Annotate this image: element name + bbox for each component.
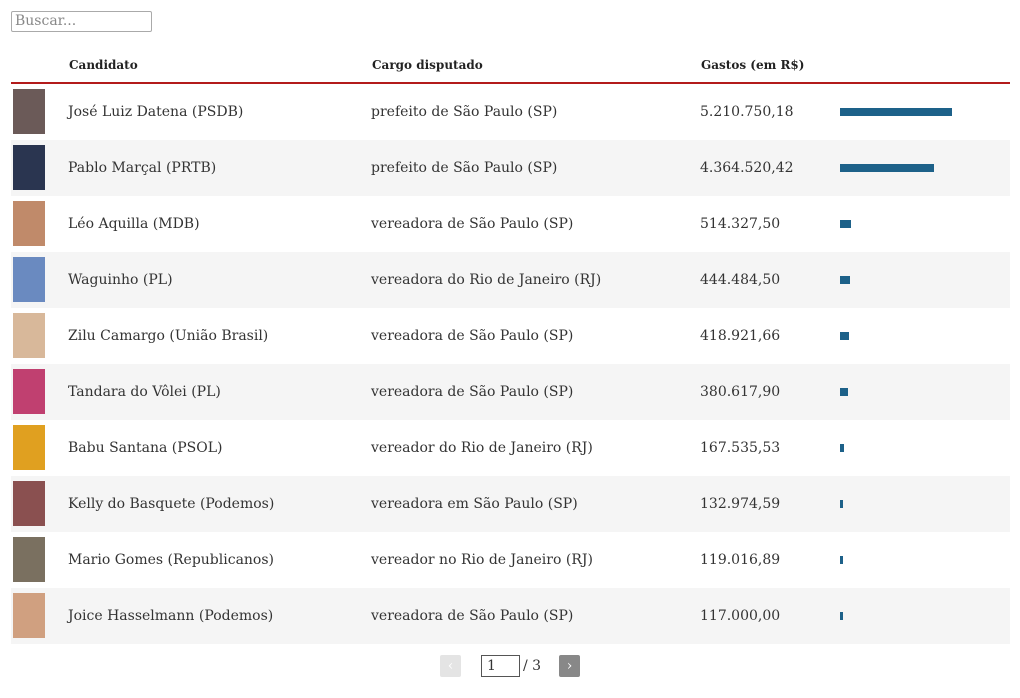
office: vereador do Rio de Janeiro (RJ) [371,440,593,456]
prev-button[interactable]: ‹ [440,655,461,677]
candidate-photo [13,257,45,302]
column-header[interactable]: Candidato [69,58,138,72]
spending-bar [840,108,952,116]
candidate-photo [13,537,45,582]
table-row: Waguinho (PL) vereadora do Rio de Janeiro… [11,252,1010,308]
spending: 119.016,89 [700,552,781,568]
spending-bar [840,332,849,340]
search-input[interactable]: Buscar... [11,11,152,32]
table-row: Kelly do Basquete (Podemos) vereadora em … [11,476,1010,532]
candidate-photo [13,145,45,190]
candidate-name: Léo Aquilla (MDB) [68,216,200,232]
spending-bar [840,612,843,620]
office: vereadora de São Paulo (SP) [371,384,574,400]
column-header[interactable]: Cargo disputado [372,58,483,72]
candidate-name: Mario Gomes (Republicanos) [68,552,275,568]
header-rule [11,82,1010,84]
spending: 167.535,53 [700,440,781,456]
table-row: Joice Hasselmann (Podemos) vereadora de S… [11,588,1010,644]
office: vereador no Rio de Janeiro (RJ) [371,552,593,568]
spending: 132.974,59 [700,496,781,512]
spending: 4.364.520,42 [700,160,794,176]
office: vereadora de São Paulo (SP) [371,328,574,344]
spending-bar [840,164,934,172]
candidate-photo [13,89,45,134]
candidate-name: José Luiz Datena (PSDB) [68,104,244,120]
spending: 514.327,50 [700,216,781,232]
spending: 418.921,66 [700,328,781,344]
spending: 5.210.750,18 [700,104,794,120]
candidate-name: Tandara do Vôlei (PL) [68,384,221,400]
candidate-name: Zilu Camargo (União Brasil) [68,328,269,344]
office: prefeito de São Paulo (SP) [371,104,558,120]
table-row: Tandara do Vôlei (PL) vereadora de São Pa… [11,364,1010,420]
office: vereadora em São Paulo (SP) [371,496,578,512]
page-input[interactable]: 1 [481,655,520,677]
table-row: Léo Aquilla (MDB) vereadora de São Paulo … [11,196,1010,252]
spending-bar [840,444,844,452]
candidate-name: Pablo Marçal (PRTB) [68,160,217,176]
next-button[interactable]: › [559,655,580,677]
spending: 117.000,00 [700,608,781,624]
table-row: Mario Gomes (Republicanos) vereador no Ri… [11,532,1010,588]
page-total: / 3 [523,658,542,674]
candidate-photo [13,313,45,358]
candidate-name: Babu Santana (PSOL) [68,440,223,456]
column-header[interactable]: Gastos (em R$) [701,58,805,72]
candidate-name: Kelly do Basquete (Podemos) [68,496,275,512]
candidate-photo [13,593,45,638]
candidate-photo [13,201,45,246]
spending-bar [840,556,843,564]
candidate-name: Joice Hasselmann (Podemos) [68,608,274,624]
spending-bar [840,220,852,228]
office: vereadora de São Paulo (SP) [371,216,574,232]
table-row: Pablo Marçal (PRTB) prefeito de São Paulo… [11,140,1010,196]
candidate-name: Waguinho (PL) [68,272,173,288]
office: vereadora do Rio de Janeiro (RJ) [371,272,602,288]
candidate-photo [13,481,45,526]
spending: 444.484,50 [700,272,781,288]
spending-bar [840,388,849,396]
spending: 380.617,90 [700,384,781,400]
spending-bar [840,500,843,508]
spending-bar [840,276,850,284]
table-row: José Luiz Datena (PSDB) prefeito de São P… [11,84,1010,140]
office: prefeito de São Paulo (SP) [371,160,558,176]
table-row: Zilu Camargo (União Brasil) vereadora de … [11,308,1010,364]
candidate-photo [13,425,45,470]
table-row: Babu Santana (PSOL) vereador do Rio de Ja… [11,420,1010,476]
candidate-photo [13,369,45,414]
office: vereadora de São Paulo (SP) [371,608,574,624]
